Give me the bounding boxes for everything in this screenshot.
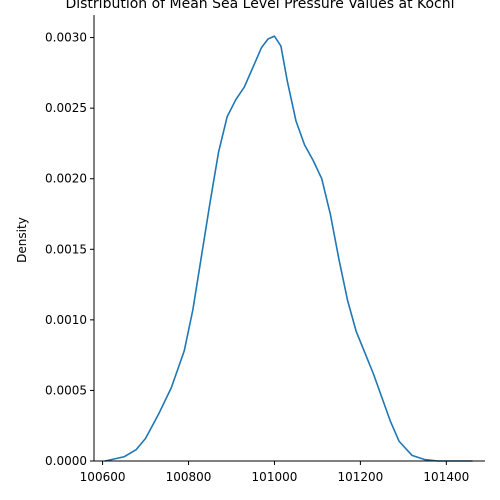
plot-area — [93, 15, 485, 462]
x-tick-label: 101400 — [423, 470, 469, 484]
y-tick-label: 0.0000 — [45, 454, 87, 468]
x-tick-label: 100800 — [166, 470, 212, 484]
density-line-series-0 — [104, 35, 473, 462]
x-tick-label: 101200 — [337, 470, 383, 484]
y-tick-label: 0.0010 — [45, 313, 87, 327]
y-tick-label: 0.0020 — [45, 172, 87, 186]
x-axis: 100600 100800 101000 101200 101400 — [80, 461, 469, 484]
y-tick-label: 0.0030 — [45, 31, 87, 45]
chart-title: Distribution of Mean Sea Level Pressure … — [65, 0, 454, 12]
y-tick-label: 0.0005 — [45, 383, 87, 397]
y-tick-label: 0.0015 — [45, 242, 87, 256]
y-axis-label: Density — [15, 217, 29, 263]
x-tick-label: 101000 — [252, 470, 298, 484]
y-axis: 0.0000 0.0005 0.0010 0.0015 0.0020 0.0025 0.00… — [45, 31, 94, 468]
x-tick-label: 100600 — [80, 470, 126, 484]
y-tick-label: 0.0025 — [45, 101, 87, 115]
